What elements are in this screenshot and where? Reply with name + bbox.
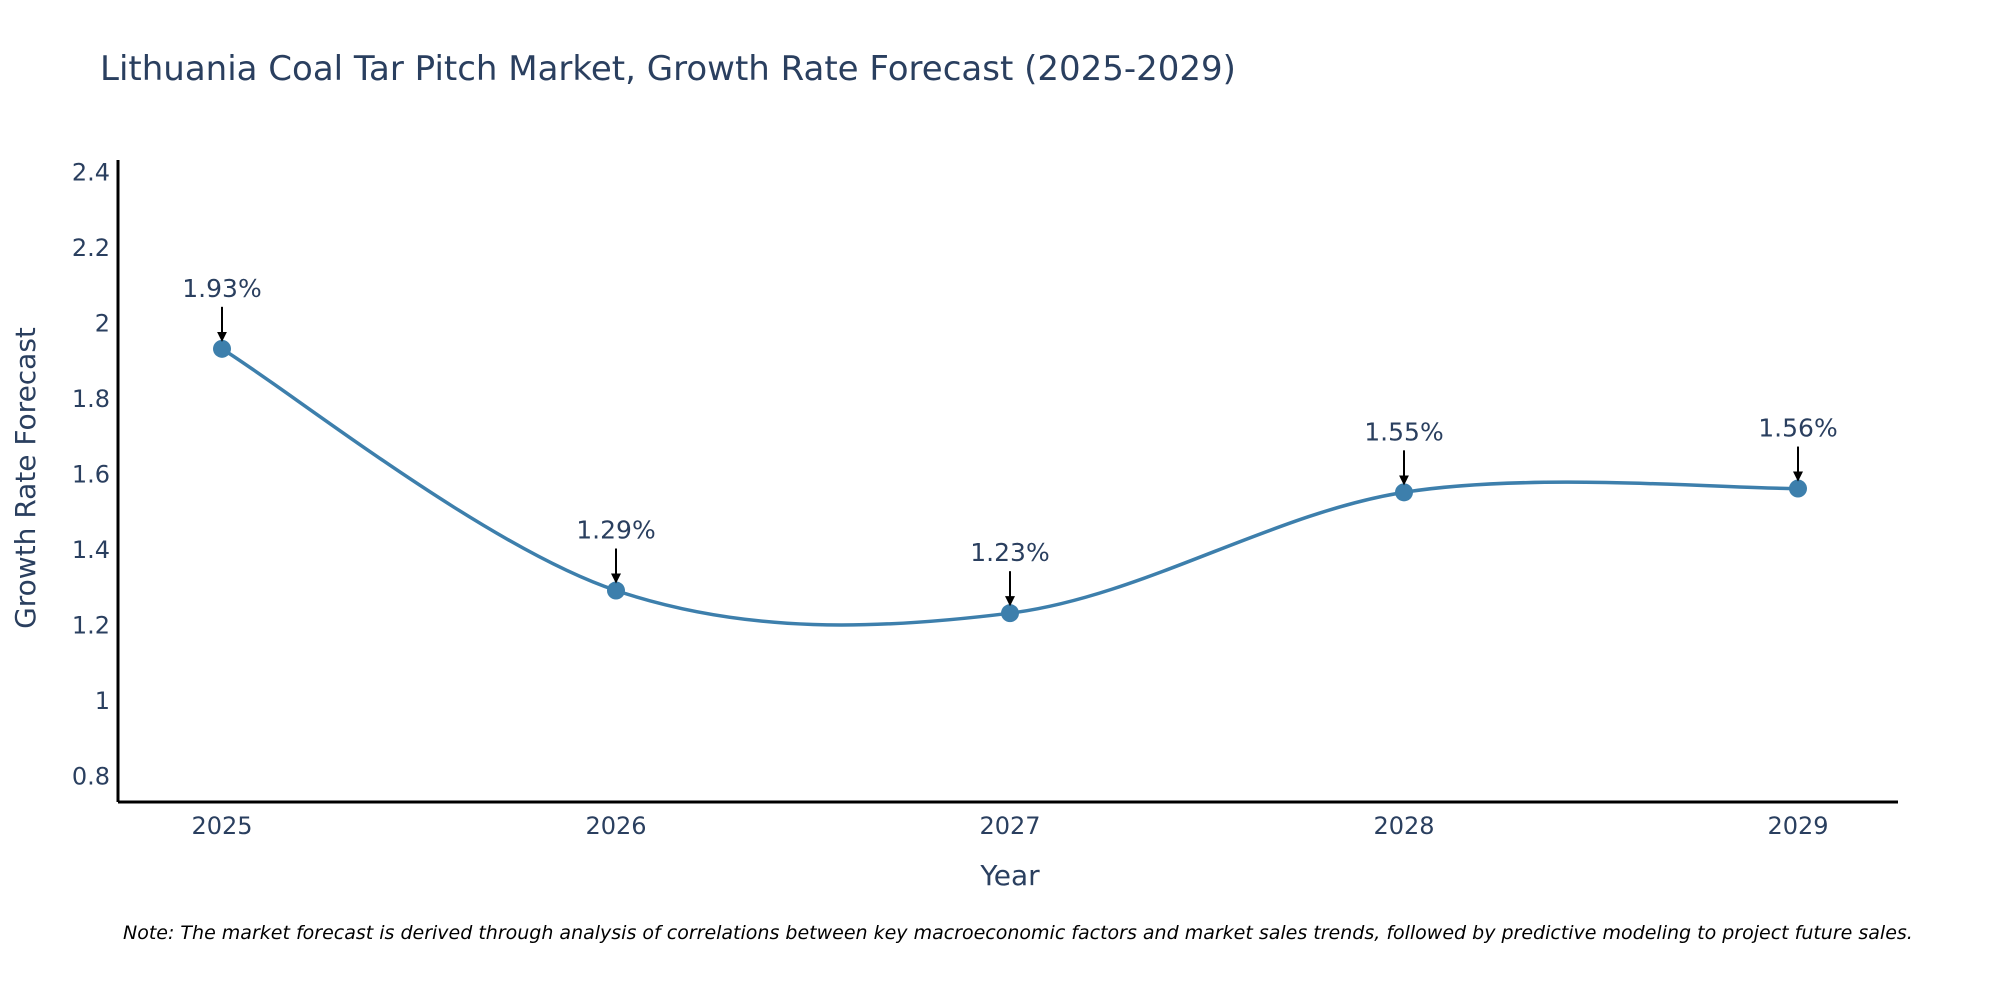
y-tick-label: 1 (95, 687, 110, 715)
y-tick-label: 0.8 (72, 763, 110, 791)
data-label: 1.55% (1364, 417, 1443, 446)
y-tick-label: 2.2 (72, 234, 110, 262)
data-point (1001, 604, 1019, 623)
x-tick-label: 2026 (585, 812, 646, 840)
y-tick-label: 1.6 (72, 460, 110, 488)
data-points (213, 339, 1807, 623)
x-axis-ticks: 2025 2026 2027 2028 2029 (191, 812, 1828, 840)
y-tick-label: 1.2 (72, 612, 110, 640)
data-point (1395, 483, 1413, 502)
y-axis-title: Growth Rate Forecast (9, 327, 42, 629)
data-point (213, 339, 231, 358)
x-tick-label: 2027 (979, 812, 1040, 840)
data-label: 1.93% (182, 274, 261, 303)
y-tick-label: 2.4 (72, 158, 110, 186)
data-point (1789, 479, 1807, 498)
y-tick-label: 1.4 (72, 536, 110, 564)
x-tick-label: 2029 (1767, 812, 1828, 840)
x-tick-label: 2025 (191, 812, 252, 840)
data-label: 1.56% (1758, 414, 1837, 443)
x-axis-title: Year (979, 859, 1040, 892)
x-tick-label: 2028 (1373, 812, 1434, 840)
y-tick-label: 1.8 (72, 385, 110, 413)
data-point (607, 581, 625, 600)
data-annotations: 1.93% 1.29% 1.23% 1.55% 1.56% (182, 274, 1838, 607)
data-label: 1.23% (970, 538, 1049, 567)
footnote: Note: The market forecast is derived thr… (123, 922, 1913, 944)
data-label: 1.29% (576, 516, 655, 545)
y-axis-ticks: 0.8 1 1.2 1.4 1.6 1.8 2 2.2 2.4 (72, 158, 110, 790)
y-tick-label: 2 (95, 309, 110, 337)
chart-title: Lithuania Coal Tar Pitch Market, Growth … (100, 49, 1236, 89)
